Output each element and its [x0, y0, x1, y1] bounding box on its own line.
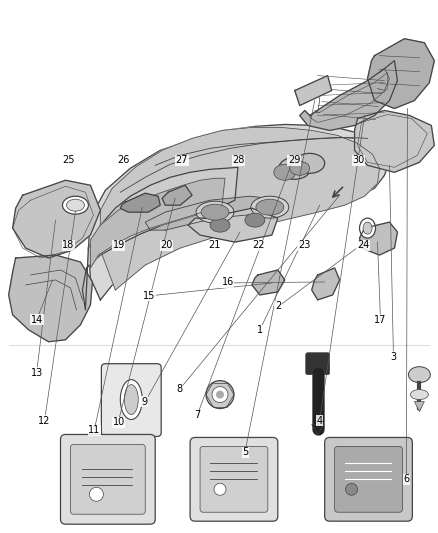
Circle shape — [89, 487, 103, 501]
Text: 15: 15 — [143, 290, 155, 301]
Text: 29: 29 — [288, 155, 300, 165]
Text: 17: 17 — [374, 314, 387, 325]
Text: 24: 24 — [357, 240, 369, 251]
Text: 11: 11 — [88, 425, 101, 435]
Circle shape — [214, 483, 226, 495]
FancyBboxPatch shape — [200, 447, 268, 512]
Text: 6: 6 — [404, 474, 410, 484]
Ellipse shape — [408, 367, 430, 383]
Text: 16: 16 — [222, 278, 234, 287]
Text: 3: 3 — [391, 352, 397, 362]
Text: 8: 8 — [177, 384, 183, 394]
Ellipse shape — [256, 199, 284, 215]
Ellipse shape — [363, 222, 372, 234]
Polygon shape — [360, 222, 397, 255]
Polygon shape — [100, 127, 379, 290]
Text: 27: 27 — [176, 155, 188, 165]
Polygon shape — [162, 185, 192, 205]
Circle shape — [216, 391, 224, 399]
Text: 14: 14 — [31, 314, 43, 325]
FancyBboxPatch shape — [71, 445, 145, 514]
Ellipse shape — [410, 390, 428, 400]
Text: 22: 22 — [252, 240, 265, 251]
Text: 10: 10 — [113, 417, 125, 427]
Text: 12: 12 — [38, 416, 50, 425]
Ellipse shape — [67, 199, 85, 211]
Polygon shape — [312, 268, 339, 300]
Polygon shape — [367, 39, 434, 109]
Ellipse shape — [245, 213, 265, 227]
Ellipse shape — [290, 161, 310, 175]
Ellipse shape — [196, 201, 234, 223]
Text: 23: 23 — [298, 240, 311, 251]
Ellipse shape — [63, 196, 88, 214]
Polygon shape — [414, 401, 424, 411]
Text: 25: 25 — [62, 155, 74, 165]
Polygon shape — [9, 255, 92, 342]
FancyBboxPatch shape — [60, 434, 155, 524]
Text: 5: 5 — [242, 448, 248, 457]
FancyBboxPatch shape — [335, 447, 403, 512]
Ellipse shape — [295, 154, 325, 173]
FancyBboxPatch shape — [101, 364, 161, 437]
Polygon shape — [13, 180, 100, 258]
Polygon shape — [188, 208, 278, 242]
Circle shape — [212, 386, 228, 402]
Polygon shape — [355, 110, 434, 172]
Ellipse shape — [210, 218, 230, 232]
Polygon shape — [120, 193, 160, 212]
FancyBboxPatch shape — [325, 438, 413, 521]
Polygon shape — [300, 61, 397, 131]
Text: 21: 21 — [208, 240, 221, 251]
Polygon shape — [145, 196, 285, 230]
Polygon shape — [88, 124, 389, 300]
Ellipse shape — [251, 196, 289, 218]
Ellipse shape — [120, 379, 142, 419]
Text: 9: 9 — [142, 397, 148, 407]
Polygon shape — [252, 270, 285, 295]
FancyBboxPatch shape — [306, 353, 330, 375]
Text: 13: 13 — [31, 368, 43, 378]
Ellipse shape — [274, 164, 296, 180]
Text: 20: 20 — [160, 240, 173, 251]
Polygon shape — [295, 76, 332, 106]
Ellipse shape — [206, 381, 234, 409]
FancyBboxPatch shape — [190, 438, 278, 521]
Text: 4: 4 — [316, 416, 322, 425]
Ellipse shape — [279, 157, 311, 179]
Text: 28: 28 — [233, 155, 245, 165]
Ellipse shape — [360, 218, 375, 238]
Text: 7: 7 — [194, 410, 200, 420]
Text: 2: 2 — [275, 301, 281, 311]
Text: 1: 1 — [258, 325, 264, 335]
Polygon shape — [82, 167, 238, 310]
Polygon shape — [90, 178, 225, 268]
Text: 19: 19 — [113, 240, 125, 251]
Text: 26: 26 — [117, 155, 129, 165]
Circle shape — [346, 483, 357, 495]
Ellipse shape — [124, 385, 138, 415]
Text: 30: 30 — [353, 155, 365, 165]
Ellipse shape — [201, 204, 229, 220]
Text: 18: 18 — [62, 240, 74, 251]
Polygon shape — [312, 424, 324, 434]
